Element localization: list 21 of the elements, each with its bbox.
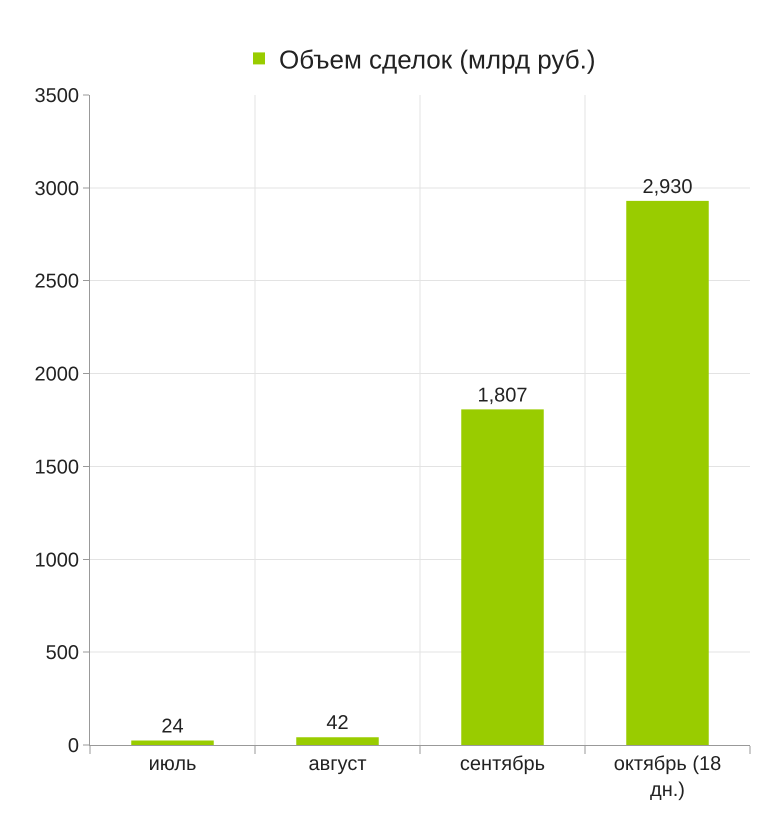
y-tick-label: 1000 bbox=[34, 549, 79, 572]
bar bbox=[131, 740, 214, 745]
y-tick-label: 2500 bbox=[34, 270, 79, 293]
data-label: 42 bbox=[326, 712, 349, 734]
y-tick-label: 3500 bbox=[34, 85, 79, 107]
x-tick-label: октябрь (18 дн.) bbox=[614, 753, 722, 801]
bar bbox=[461, 409, 544, 745]
bar bbox=[296, 737, 379, 745]
x-tick-label: июль bbox=[148, 753, 196, 775]
data-label: 2,930 bbox=[642, 176, 693, 198]
data-label: 24 bbox=[161, 716, 184, 738]
y-tick-label: 3000 bbox=[34, 178, 79, 200]
legend-label: Объем сделок (млрд руб.) bbox=[279, 44, 596, 75]
y-tick-label: 1500 bbox=[34, 456, 79, 478]
y-tick-label: 500 bbox=[46, 642, 79, 664]
x-tick-label: август bbox=[308, 753, 366, 775]
y-tick-label: 0 bbox=[68, 735, 79, 757]
y-tick-label: 2000 bbox=[34, 364, 79, 386]
bar bbox=[626, 200, 709, 745]
data-label: 1,807 bbox=[477, 384, 528, 406]
x-tick-label: сентябрь bbox=[460, 753, 546, 775]
